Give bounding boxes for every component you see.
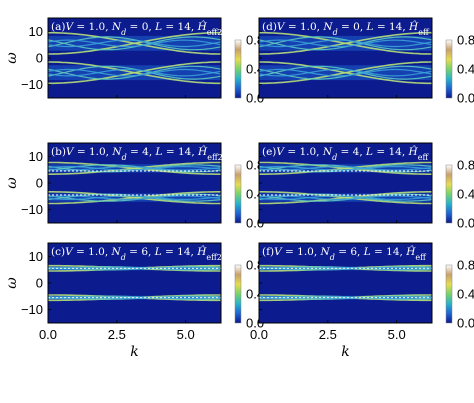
- band-line: [259, 39, 432, 48]
- x-axis-label: k: [341, 344, 349, 360]
- band-line: [259, 195, 432, 200]
- colorbar-tick-label: 0.0: [457, 216, 474, 231]
- spectral-bands: [259, 161, 432, 205]
- x-axis-label: k: [130, 344, 138, 360]
- y-tick-label: 0: [36, 276, 43, 291]
- band-line: [48, 31, 221, 55]
- heatmap-background: [259, 243, 432, 323]
- y-tick-label: 0: [36, 51, 43, 66]
- spectral-bands: [48, 264, 221, 302]
- panel-c: (c)V = 1.0, Nd = 6, L = 14, Ĥeff2 10 0 −10 0…: [4, 242, 264, 360]
- band-line: [48, 191, 221, 205]
- colorbar: [445, 39, 453, 99]
- spectral-bands: [259, 31, 432, 85]
- band-line: [48, 166, 221, 171]
- band-line: [259, 166, 432, 171]
- y-tick-label: −10: [21, 77, 43, 92]
- band-line: [48, 161, 221, 175]
- y-tick-label: 10: [29, 149, 43, 164]
- colorbar: [234, 164, 242, 224]
- panel-e: (e)V = 1.0, Nd = 4, L = 14, Ĥeff 0.8 0.4 0.…: [258, 142, 474, 231]
- colorbar: [445, 164, 453, 224]
- spectral-bands: [48, 161, 221, 205]
- panel-label: (d)V = 1.0, Nd = 0, L = 14, Ĥeff: [262, 19, 430, 37]
- band-line: [259, 296, 432, 300]
- band-line: [259, 294, 432, 302]
- panel-label: (e)V = 1.0, Nd = 4, L = 14, Ĥeff: [262, 144, 429, 162]
- x-tick-label: 0.0: [250, 327, 268, 342]
- x-tick-label: 0.0: [39, 327, 57, 342]
- colorbar-tick-label: 0.8: [457, 33, 474, 48]
- band-line: [259, 195, 432, 200]
- band-line: [259, 31, 432, 55]
- band-line: [259, 266, 432, 270]
- colorbar: [234, 264, 242, 324]
- band-line: [48, 266, 221, 270]
- band-line: [48, 264, 221, 272]
- x-tick-label: 5.0: [177, 327, 195, 342]
- spectral-bands: [48, 31, 221, 85]
- y-tick-label: 10: [29, 24, 43, 39]
- band-line: [259, 68, 432, 77]
- band-line: [48, 195, 221, 200]
- colorbar-tick-label: 0.0: [457, 316, 474, 331]
- heatmap-background: [48, 243, 221, 323]
- heatmap-background: [48, 143, 221, 223]
- band-line: [48, 266, 221, 270]
- band-line: [259, 266, 432, 270]
- y-axis-label: ω: [4, 177, 20, 189]
- panel-label: (b)V = 1.0, Nd = 4, L = 14, Ĥeff2: [51, 144, 223, 162]
- band-line: [48, 166, 221, 171]
- colorbar-tick-label: 0.4: [457, 287, 474, 302]
- band-line: [48, 195, 221, 200]
- y-tick-label: 0: [36, 176, 43, 191]
- band-line: [48, 294, 221, 302]
- y-axis-label: ω: [4, 52, 20, 64]
- band-line: [259, 61, 432, 85]
- panel-label: (f)V = 1.0, Nd = 6, L = 14, Ĥeff: [262, 244, 427, 262]
- band-line: [259, 39, 432, 48]
- panel-a: (a)V = 1.0, Nd = 0, L = 14, Ĥeff2 10 0 −10 ω…: [4, 17, 264, 106]
- x-tick-label: 2.5: [319, 327, 337, 342]
- panel-label: (a)V = 1.0, Nd = 0, L = 14, Ĥeff2: [51, 19, 222, 37]
- band-line: [259, 161, 432, 175]
- y-tick-label: −10: [21, 302, 43, 317]
- band-line: [259, 264, 432, 272]
- heatmap-background: [259, 143, 432, 223]
- spectral-bands: [259, 264, 432, 302]
- panel-label: (c)V = 1.0, Nd = 6, L = 14, Ĥeff2: [51, 244, 222, 262]
- band-line: [48, 296, 221, 300]
- band-line: [259, 191, 432, 205]
- y-tick-label: −10: [21, 202, 43, 217]
- band-line: [48, 68, 221, 77]
- y-tick-label: 10: [29, 249, 43, 264]
- band-line: [48, 39, 221, 48]
- colorbar: [234, 39, 242, 99]
- band-line: [259, 68, 432, 77]
- colorbar-tick-label: 0.8: [457, 258, 474, 273]
- panel-d: (d)V = 1.0, Nd = 0, L = 14, Ĥeff 0.8 0.4 0.…: [258, 17, 474, 106]
- y-axis-label: ω: [4, 277, 20, 289]
- band-line: [48, 39, 221, 48]
- band-line: [259, 296, 432, 300]
- colorbar: [445, 264, 453, 324]
- band-line: [259, 166, 432, 171]
- panel-b: (b)V = 1.0, Nd = 4, L = 14, Ĥeff2 10 0 −10 ω…: [4, 142, 264, 231]
- x-tick-label: 5.0: [388, 327, 406, 342]
- band-line: [48, 68, 221, 77]
- colorbar-tick-label: 0.8: [457, 158, 474, 173]
- panel-f: (f)V = 1.0, Nd = 6, L = 14, Ĥeff 0.0 2.5 5.…: [250, 242, 474, 360]
- colorbar-tick-label: 0.0: [457, 91, 474, 106]
- colorbar-tick-label: 0.4: [457, 62, 474, 77]
- band-line: [48, 296, 221, 300]
- x-tick-label: 2.5: [108, 327, 126, 342]
- heatmap-background: [48, 18, 221, 98]
- heatmap-background: [259, 18, 432, 98]
- band-line: [48, 61, 221, 85]
- colorbar-tick-label: 0.4: [457, 187, 474, 202]
